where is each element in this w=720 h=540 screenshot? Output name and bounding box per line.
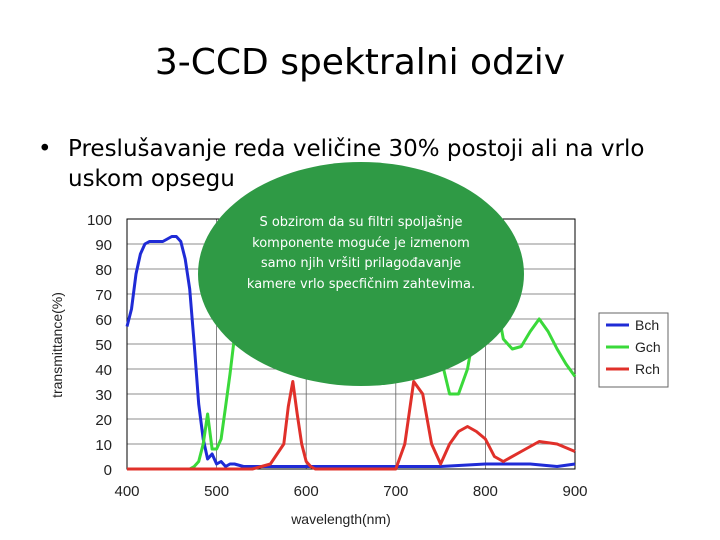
y-tick-label-8: 80 bbox=[95, 262, 112, 279]
chart-legend: Bch Gch Rch bbox=[598, 312, 669, 388]
legend-label-gch: Gch bbox=[635, 339, 661, 355]
x-tick-label-3: 700 bbox=[383, 483, 408, 500]
y-tick-label-4: 40 bbox=[95, 362, 112, 379]
bullet-point: • Preslušavanje reda veličine 30% postoj… bbox=[38, 134, 678, 194]
y-axis-label: transmittance(%) bbox=[49, 292, 65, 398]
y-tick-label-3: 30 bbox=[95, 387, 112, 404]
x-tick-label-1: 500 bbox=[204, 483, 229, 500]
x-tick-label-0: 400 bbox=[114, 483, 139, 500]
legend-label-bch: Bch bbox=[635, 317, 659, 333]
x-axis-label: wavelength(nm) bbox=[290, 511, 391, 527]
y-tick-label-10: 100 bbox=[87, 212, 112, 229]
y-tick-label-2: 20 bbox=[95, 412, 112, 429]
chart-ticks: 0 10 20 30 40 50 60 70 80 90 100 400 500 600 700 800 900 bbox=[87, 212, 588, 500]
slide-title: 3-CCD spektralni odziv bbox=[154, 42, 566, 83]
x-tick-label-4: 800 bbox=[473, 483, 498, 500]
y-tick-label-0: 0 bbox=[104, 462, 112, 479]
callout-text: S obzirom da su filtri spoljašnje kompon… bbox=[246, 215, 476, 292]
series-line-bch bbox=[125, 235, 576, 468]
y-tick-label-1: 10 bbox=[95, 437, 112, 454]
legend-label-rch: Rch bbox=[635, 361, 660, 377]
y-tick-label-7: 70 bbox=[95, 287, 112, 304]
bullet-text: Preslušavanje reda veličine 30% postoji … bbox=[68, 136, 645, 192]
callout-bubble bbox=[198, 162, 524, 386]
x-tick-label-2: 600 bbox=[294, 483, 319, 500]
y-tick-label-9: 90 bbox=[95, 237, 112, 254]
x-tick-label-5: 900 bbox=[562, 483, 587, 500]
y-tick-label-6: 60 bbox=[95, 312, 112, 329]
series-line-rch bbox=[127, 380, 576, 471]
bullet-marker: • bbox=[38, 136, 52, 162]
y-tick-label-5: 50 bbox=[95, 337, 112, 354]
